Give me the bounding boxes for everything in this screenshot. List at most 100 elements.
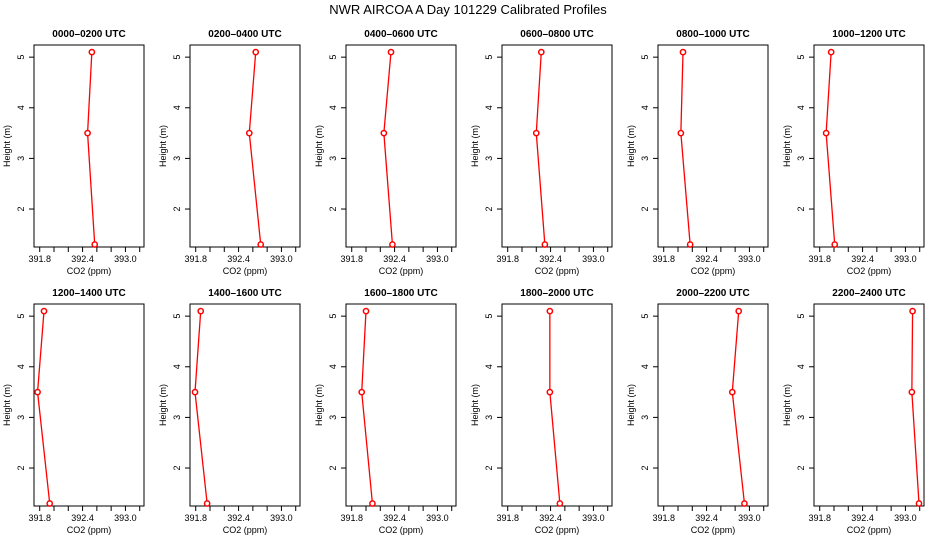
x-axis-label: CO2 (ppm) [379, 525, 424, 535]
data-point [915, 500, 923, 507]
x-tick-label: 392.4 [851, 254, 874, 264]
x-axis-label: CO2 (ppm) [691, 266, 736, 276]
data-point [387, 48, 395, 56]
profile-line [535, 52, 546, 245]
y-tick-label: 4 [16, 105, 26, 110]
data-point [556, 500, 564, 507]
x-tick-label: 391.8 [496, 254, 519, 264]
data-point [380, 129, 388, 137]
data-point [34, 388, 41, 396]
plot-frame [657, 303, 769, 507]
data-point [679, 48, 687, 56]
x-tick-label: 393.0 [114, 254, 137, 264]
x-tick-label: 392.4 [227, 254, 250, 264]
plot-frame [501, 44, 613, 248]
y-axis-label: Height (m) [158, 125, 168, 167]
x-tick-label: 393.0 [738, 254, 761, 264]
x-tick-label: 392.4 [71, 513, 94, 523]
x-tick-label: 392.4 [539, 513, 562, 523]
y-tick-label: 5 [328, 314, 338, 319]
y-axis-label: Height (m) [2, 384, 12, 426]
x-tick-label: 391.8 [808, 513, 831, 523]
panel-title: 1000–1200 UTC [832, 29, 905, 40]
x-axis-label: CO2 (ppm) [847, 525, 892, 535]
data-point [191, 388, 199, 396]
y-tick-label: 3 [172, 156, 182, 161]
y-tick-label: 4 [484, 364, 494, 369]
x-tick-label: 392.4 [383, 513, 406, 523]
x-tick-label: 392.4 [539, 254, 562, 264]
data-point [245, 129, 253, 137]
data-point [827, 48, 835, 56]
y-tick-label: 2 [16, 207, 26, 212]
y-tick-label: 2 [640, 466, 650, 471]
y-tick-label: 3 [484, 156, 494, 161]
data-point [358, 388, 366, 396]
x-axis-label: CO2 (ppm) [379, 266, 424, 276]
plot-frame [345, 44, 457, 248]
y-tick-label: 4 [328, 364, 338, 369]
x-axis-label: CO2 (ppm) [691, 525, 736, 535]
x-tick-label: 393.0 [270, 254, 293, 264]
y-axis-label: Height (m) [626, 125, 636, 167]
data-point [735, 307, 743, 315]
y-axis-label: Height (m) [470, 125, 480, 167]
data-point [389, 241, 396, 248]
x-tick-label: 391.8 [652, 513, 675, 523]
data-point [252, 48, 260, 56]
plot-frame [813, 44, 925, 248]
x-tick-label: 392.4 [851, 513, 874, 523]
x-axis-label: CO2 (ppm) [67, 525, 112, 535]
y-tick-label: 5 [172, 314, 182, 319]
panel-title: 2200–2400 UTC [832, 288, 905, 299]
y-tick-label: 4 [640, 364, 650, 369]
data-point [84, 129, 91, 137]
x-tick-label: 393.0 [738, 513, 761, 523]
x-axis-label: CO2 (ppm) [847, 266, 892, 276]
x-axis-label: CO2 (ppm) [535, 525, 580, 535]
profile-line [86, 52, 96, 245]
panel-title: 0800–1000 UTC [676, 29, 749, 40]
panel-title: 1400–1600 UTC [208, 288, 281, 299]
x-tick-label: 393.0 [114, 513, 137, 523]
y-tick-label: 4 [328, 105, 338, 110]
data-point [908, 388, 916, 396]
y-axis-label: Height (m) [158, 384, 168, 426]
y-tick-label: 2 [484, 207, 494, 212]
x-axis-label: CO2 (ppm) [67, 266, 112, 276]
plot-frame [501, 303, 613, 507]
panel-title: 1200–1400 UTC [52, 288, 125, 299]
x-tick-label: 392.4 [383, 254, 406, 264]
profile-line [248, 52, 262, 245]
x-tick-label: 391.8 [808, 254, 831, 264]
y-tick-label: 2 [796, 207, 806, 212]
y-tick-label: 4 [640, 105, 650, 110]
plot-frame [33, 303, 145, 507]
x-tick-label: 392.4 [695, 513, 718, 523]
y-tick-label: 3 [640, 156, 650, 161]
profile-line [680, 52, 691, 245]
x-tick-label: 391.8 [28, 513, 51, 523]
x-tick-label: 393.0 [270, 513, 293, 523]
data-point [203, 500, 211, 507]
x-tick-label: 393.0 [426, 254, 449, 264]
y-axis-label: Height (m) [782, 384, 792, 426]
data-point [728, 388, 736, 396]
data-point [532, 129, 540, 137]
profile-line [825, 52, 836, 245]
y-tick-label: 3 [16, 156, 26, 161]
panel-title: 1800–2000 UTC [520, 288, 593, 299]
y-axis-label: Height (m) [314, 125, 324, 167]
x-tick-label: 393.0 [894, 254, 917, 264]
y-tick-label: 5 [640, 314, 650, 319]
y-tick-label: 4 [16, 364, 26, 369]
plot-frame [813, 303, 925, 507]
panel-title: 0000–0200 UTC [52, 29, 125, 40]
chart-title: NWR AIRCOA A Day 101229 Calibrated Profi… [329, 2, 607, 17]
plot-frame [189, 303, 301, 507]
y-tick-label: 5 [484, 314, 494, 319]
y-tick-label: 5 [796, 314, 806, 319]
y-tick-label: 3 [796, 156, 806, 161]
x-tick-label: 393.0 [426, 513, 449, 523]
